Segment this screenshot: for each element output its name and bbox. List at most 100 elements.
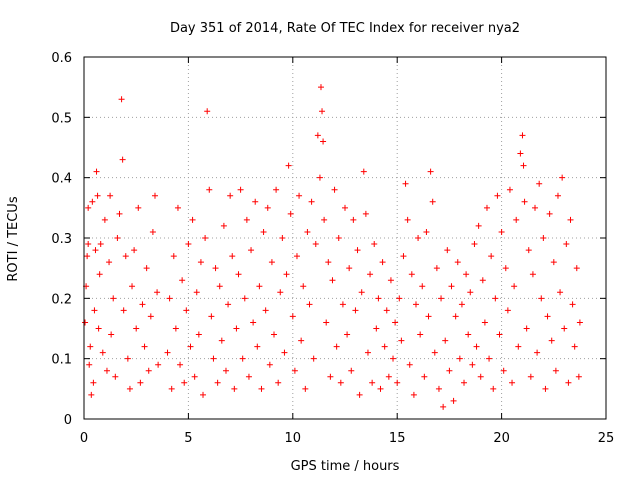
data-point — [237, 186, 244, 193]
data-point — [289, 313, 296, 320]
data-point — [197, 259, 204, 266]
data-point — [298, 337, 305, 344]
data-point — [216, 283, 223, 290]
data-point — [519, 132, 526, 139]
data-point — [118, 96, 125, 103]
data-point — [124, 355, 131, 362]
data-point — [320, 138, 327, 145]
y-tick-label: 0.5 — [51, 111, 72, 126]
data-point — [96, 271, 103, 278]
data-point — [91, 307, 98, 314]
data-point — [86, 361, 93, 368]
data-point — [520, 162, 527, 169]
data-point — [195, 331, 202, 338]
data-point — [544, 313, 551, 320]
data-point — [392, 319, 399, 326]
data-point — [93, 168, 100, 175]
data-point — [471, 241, 478, 248]
data-point — [279, 235, 286, 241]
data-point — [229, 253, 236, 260]
data-point — [151, 192, 158, 199]
data-point — [483, 204, 490, 211]
data-point — [442, 337, 449, 344]
data-point — [225, 301, 232, 308]
data-point — [82, 319, 89, 326]
data-point — [122, 253, 129, 260]
data-point — [390, 355, 397, 362]
data-point — [200, 391, 207, 398]
x-tick-label: 15 — [389, 431, 406, 446]
data-point — [139, 301, 146, 308]
data-point — [440, 403, 447, 410]
data-point — [296, 192, 303, 199]
data-point — [444, 247, 451, 254]
data-point — [339, 301, 346, 308]
data-point — [427, 168, 434, 175]
data-point — [456, 355, 463, 362]
data-point — [285, 162, 292, 169]
data-point — [202, 235, 209, 241]
data-point — [314, 132, 321, 139]
data-point — [166, 295, 173, 302]
data-point — [256, 283, 263, 290]
data-point — [525, 247, 532, 254]
data-point — [135, 204, 142, 211]
data-point — [352, 307, 359, 314]
data-point — [494, 192, 501, 199]
data-point — [559, 174, 566, 181]
data-point — [387, 277, 394, 284]
data-point — [362, 210, 369, 217]
data-point — [252, 198, 259, 205]
data-point — [536, 180, 543, 187]
data-point — [342, 204, 348, 211]
data-point — [235, 271, 242, 278]
data-point — [106, 259, 113, 266]
data-point — [258, 385, 265, 392]
data-point — [383, 307, 390, 314]
data-point — [131, 247, 138, 254]
data-point — [569, 301, 576, 308]
data-point — [154, 289, 161, 296]
data-point — [95, 325, 102, 332]
data-point — [316, 174, 323, 181]
data-point — [112, 373, 119, 380]
data-point — [557, 289, 564, 296]
data-point — [379, 259, 386, 266]
data-point — [262, 307, 269, 314]
data-point — [463, 271, 470, 278]
data-point — [187, 343, 194, 350]
data-point — [308, 198, 315, 205]
data-point — [534, 349, 541, 356]
data-point — [323, 319, 330, 326]
data-point — [502, 265, 509, 272]
data-point — [287, 210, 294, 217]
x-tick-label: 5 — [184, 431, 192, 446]
data-point — [450, 397, 457, 404]
data-point — [293, 253, 300, 260]
data-point — [164, 349, 171, 356]
data-point — [490, 385, 497, 392]
data-point — [233, 325, 240, 332]
data-point — [306, 301, 313, 308]
data-point — [423, 228, 430, 235]
data-point — [321, 216, 328, 223]
data-point — [116, 210, 123, 217]
data-point — [504, 307, 511, 314]
data-point — [415, 235, 422, 241]
data-point — [554, 192, 561, 199]
data-point — [458, 301, 465, 308]
data-point — [396, 295, 403, 302]
y-tick-label: 0.1 — [51, 353, 72, 368]
data-point — [245, 373, 252, 380]
data-point — [101, 216, 108, 223]
data-point — [473, 343, 480, 350]
data-point — [552, 367, 559, 374]
data-point — [88, 391, 95, 398]
data-point — [517, 150, 524, 157]
data-point — [417, 331, 424, 338]
data-point — [300, 283, 307, 290]
data-point — [331, 186, 338, 193]
data-point — [114, 235, 121, 241]
data-point — [304, 228, 311, 235]
